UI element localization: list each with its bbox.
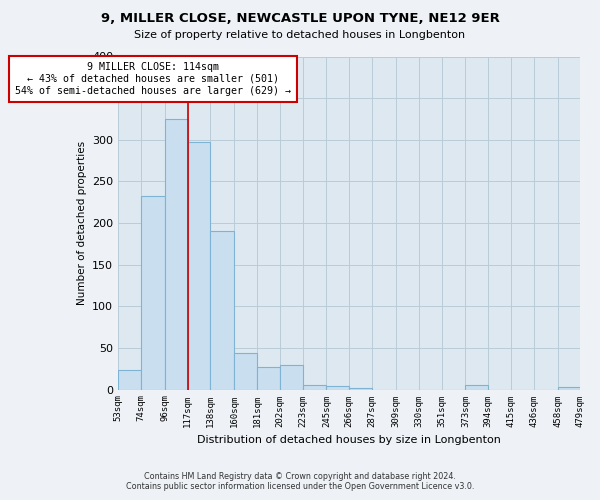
- Y-axis label: Number of detached properties: Number of detached properties: [77, 141, 86, 305]
- Bar: [211, 232, 234, 390]
- X-axis label: Distribution of detached houses by size in Longbenton: Distribution of detached houses by size …: [197, 435, 501, 445]
- Bar: [558, 387, 580, 390]
- Bar: [257, 367, 280, 390]
- Bar: [326, 386, 349, 390]
- Text: Size of property relative to detached houses in Longbenton: Size of property relative to detached ho…: [134, 30, 466, 40]
- Bar: [302, 386, 326, 390]
- Text: 9, MILLER CLOSE, NEWCASTLE UPON TYNE, NE12 9ER: 9, MILLER CLOSE, NEWCASTLE UPON TYNE, NE…: [101, 12, 499, 26]
- Bar: [188, 142, 211, 390]
- Text: Contains HM Land Registry data © Crown copyright and database right 2024.
Contai: Contains HM Land Registry data © Crown c…: [126, 472, 474, 491]
- Bar: [234, 353, 257, 390]
- Bar: [165, 119, 188, 390]
- Bar: [141, 196, 165, 390]
- Bar: [466, 386, 488, 390]
- Bar: [349, 388, 372, 390]
- Bar: [280, 366, 302, 390]
- Text: 9 MILLER CLOSE: 114sqm
← 43% of detached houses are smaller (501)
54% of semi-de: 9 MILLER CLOSE: 114sqm ← 43% of detached…: [15, 62, 291, 96]
- Bar: [118, 370, 141, 390]
